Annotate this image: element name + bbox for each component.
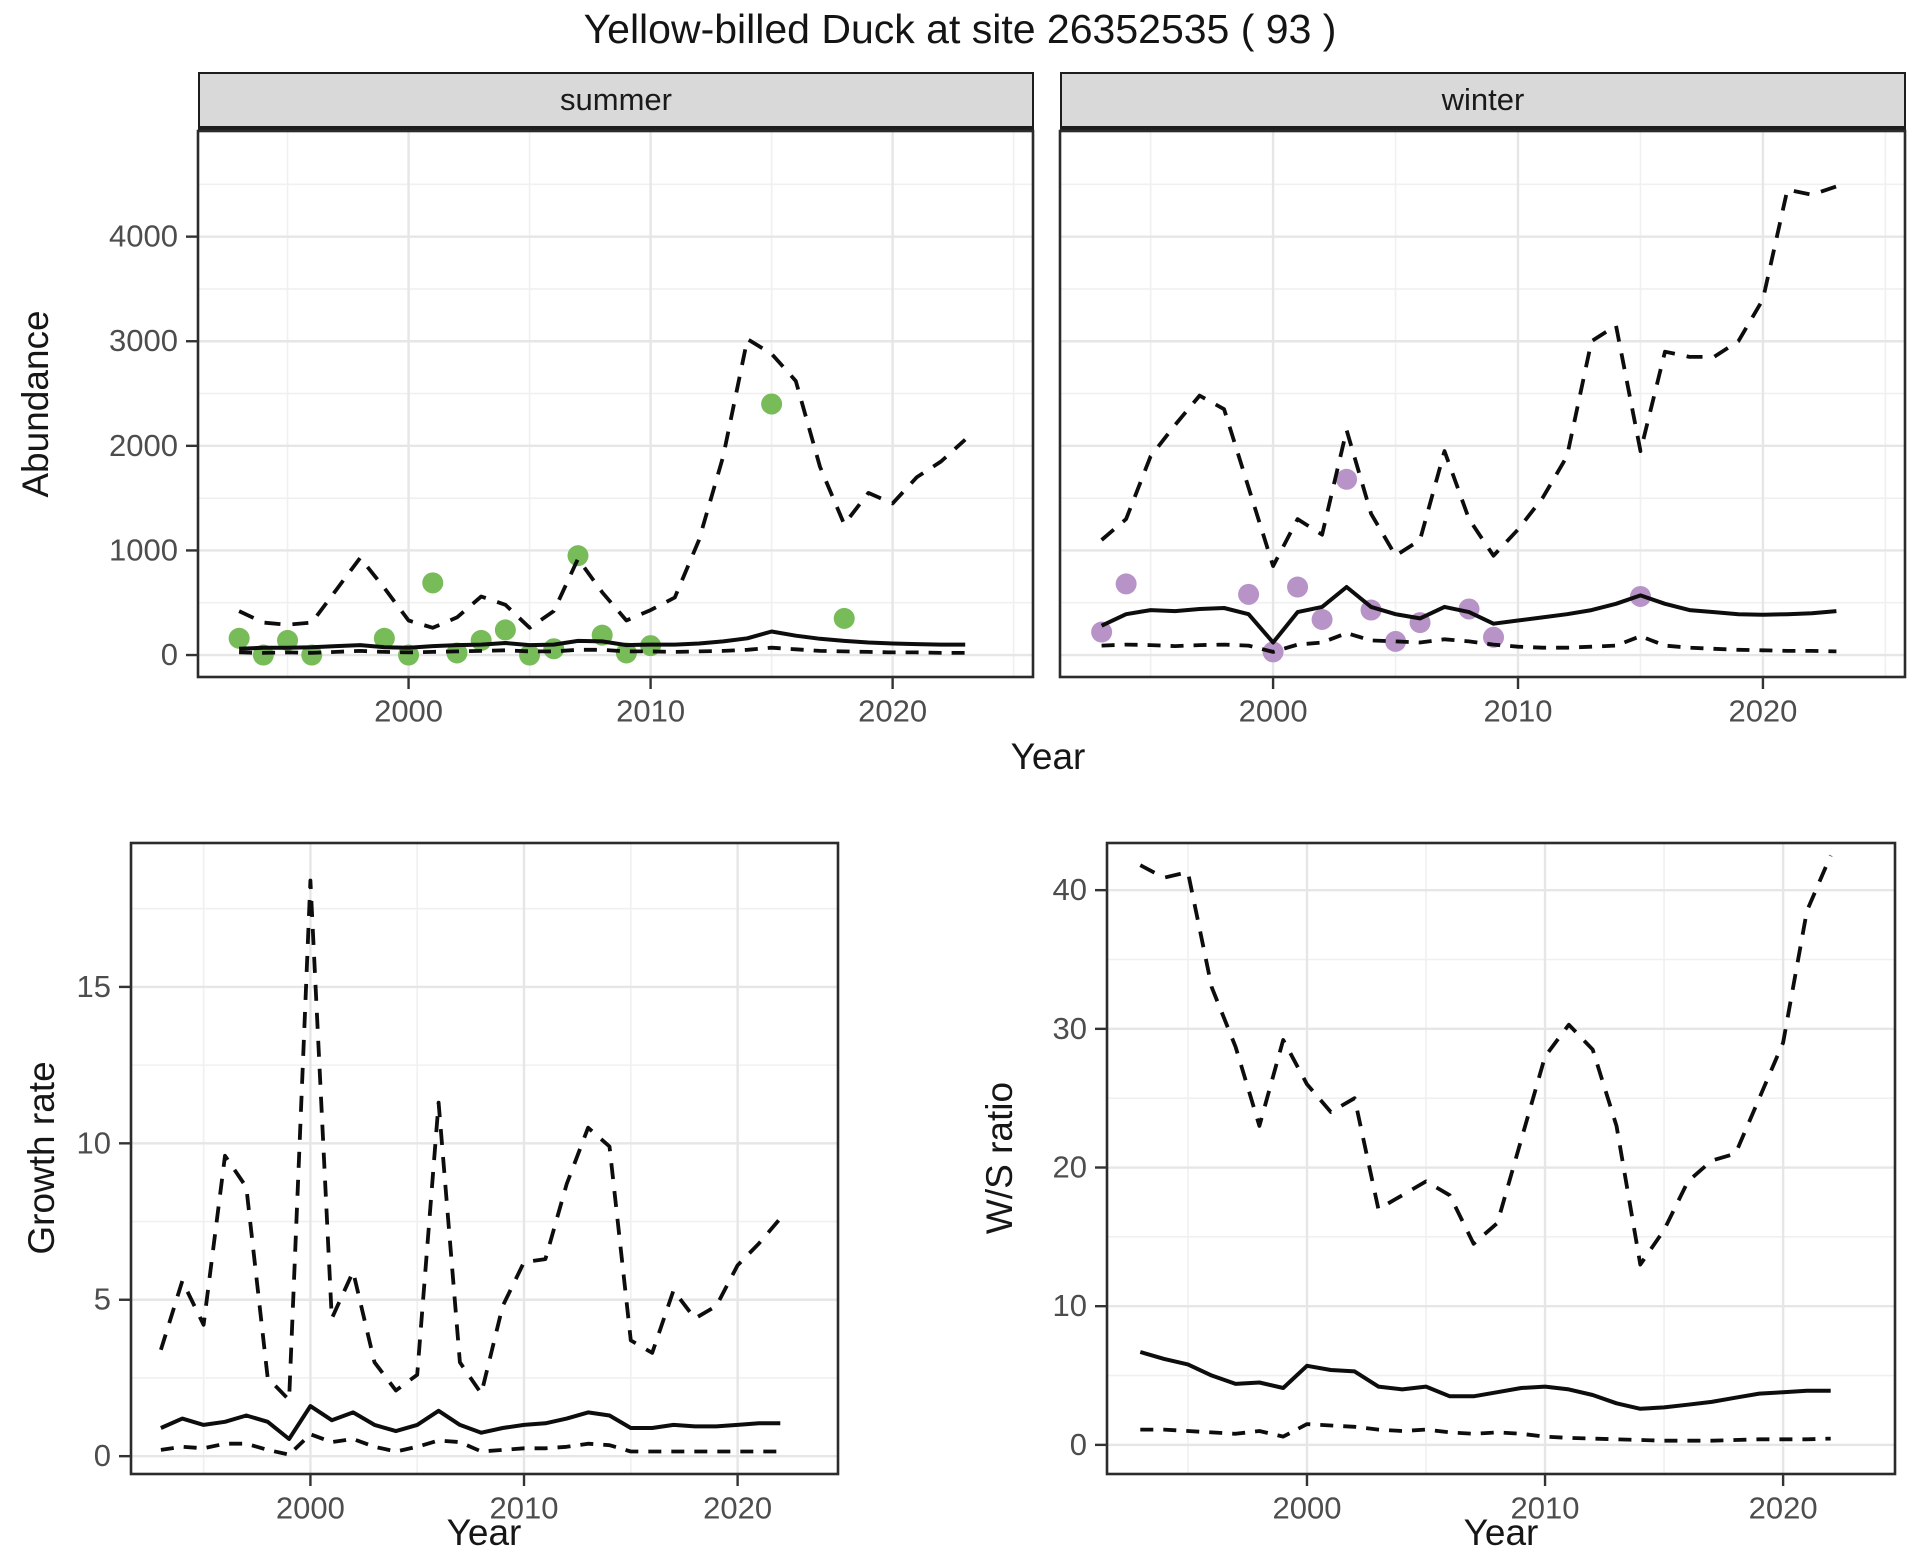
x-tick-label: 2000 (276, 1490, 345, 1525)
y-axis-title-ws-ratio: W/S ratio (979, 1081, 1020, 1235)
y-tick-label: 40 (1053, 872, 1087, 907)
y-tick-label: 0 (161, 637, 178, 672)
x-tick-label: 2010 (490, 1490, 559, 1525)
series-lower_CI (1140, 1422, 1831, 1443)
series-fit (239, 629, 966, 651)
y-tick-label: 10 (77, 1125, 111, 1160)
x-axis-title-top: Year (1010, 736, 1086, 777)
x-axis-title-ws-ratio: Year (1463, 1512, 1539, 1553)
x-tick-label: 2020 (1728, 693, 1797, 728)
facet-strip-winter: winter (1060, 72, 1906, 131)
series-fit (160, 1404, 781, 1441)
y-tick-label: 0 (1070, 1427, 1087, 1462)
observed-point (373, 627, 395, 649)
series-upper_CI (1139, 854, 1833, 1267)
facet-strip-winter-label: winter (1441, 82, 1525, 117)
panel-border (196, 129, 1035, 679)
panel-abundance-winter: 2000 2010 2020 (1058, 129, 1907, 728)
observed-point (494, 619, 516, 641)
panel-ws-ratio: 2000 2010 2020 0 10 20 30 40 (1053, 841, 1897, 1525)
observed-point (301, 644, 323, 666)
x-tick-label: 2020 (703, 1490, 772, 1525)
y-tick-label: 10 (1053, 1288, 1087, 1323)
observed-point (422, 572, 444, 594)
x-axis-title-growth-rate: Year (446, 1512, 522, 1553)
observed-point (1311, 608, 1333, 630)
y-tick-label: 4000 (109, 219, 178, 254)
x-tick-label: 2010 (616, 693, 685, 728)
observed-point (1115, 573, 1137, 595)
series-upper_CI (1100, 184, 1838, 568)
x-tick-label: 2020 (1749, 1490, 1818, 1525)
panel-background (1060, 131, 1905, 677)
observed-point (470, 629, 492, 651)
panel-background (1107, 843, 1895, 1474)
series-lower_CI (160, 1432, 781, 1457)
facet-strip-summer-label: summer (560, 82, 672, 117)
observed-point (1336, 468, 1358, 490)
series-upper_CI (159, 878, 782, 1402)
observed-point (615, 642, 637, 664)
y-axis-title-growth-rate: Growth rate (21, 1061, 62, 1255)
observed-point (833, 607, 855, 629)
y-tick-label: 3000 (109, 323, 178, 358)
observed-point (567, 545, 589, 567)
panel-background (131, 843, 838, 1474)
x-tick-label: 2020 (858, 693, 927, 728)
observed-point (1091, 621, 1113, 643)
y-tick-label: 15 (77, 969, 111, 1004)
y-tick-label: 30 (1053, 1011, 1087, 1046)
panel-border (129, 841, 840, 1476)
observed-point (761, 393, 783, 415)
observed-point (1238, 583, 1260, 605)
observed-point (228, 627, 250, 649)
panel-background (198, 131, 1033, 677)
observed-point (543, 638, 565, 660)
chart-title: Yellow-billed Duck at site 26352535 ( 93… (583, 6, 1337, 52)
x-tick-label: 2000 (374, 693, 443, 728)
panel-growth-rate: 2000 2010 2020 0 5 10 15 (77, 841, 840, 1525)
series-fit (1100, 585, 1837, 645)
facet-strip-summer: summer (198, 72, 1034, 131)
panel-border (1105, 841, 1897, 1476)
y-tick-label: 2000 (109, 428, 178, 463)
observed-point (1385, 630, 1407, 652)
x-tick-label: 2000 (1272, 1490, 1341, 1525)
x-tick-label: 2010 (1484, 693, 1553, 728)
series-lower_CI (239, 645, 966, 655)
series-fit (1139, 1350, 1831, 1411)
y-tick-label: 20 (1053, 1150, 1087, 1185)
y-tick-label: 5 (94, 1282, 111, 1317)
observed-point (1287, 576, 1309, 598)
y-tick-label: 1000 (109, 532, 178, 567)
x-tick-label: 2000 (1239, 693, 1308, 728)
observed-point (398, 644, 420, 666)
panel-border (1058, 129, 1907, 679)
series-lower_CI (1101, 631, 1837, 654)
y-tick-label: 0 (94, 1438, 111, 1473)
y-axis-title-abundance: Abundance (15, 310, 56, 498)
series-upper_CI (238, 337, 967, 630)
x-tick-label: 2010 (1511, 1490, 1580, 1525)
panel-abundance-summer: 2000 2010 2020 0 1000 2000 3000 4000 (109, 129, 1035, 728)
observed-point (519, 644, 541, 666)
